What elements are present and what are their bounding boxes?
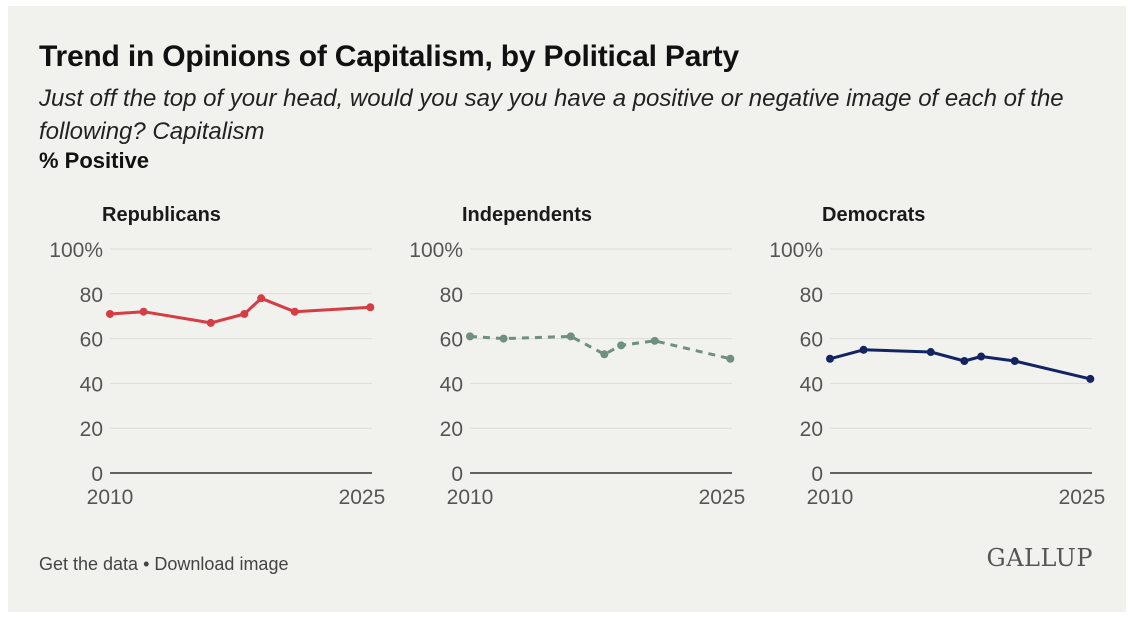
data-point[interactable] <box>1010 357 1019 365</box>
series-line <box>829 348 1091 381</box>
y-tick-label: 80 <box>80 284 103 307</box>
chart-panel-title: Republicans <box>102 204 221 226</box>
x-tick-label: 2025 <box>1059 486 1106 509</box>
data-point[interactable] <box>826 354 834 363</box>
data-point[interactable] <box>106 309 114 318</box>
data-point[interactable] <box>650 336 659 345</box>
x-tick-label: 2010 <box>87 486 134 509</box>
data-point[interactable] <box>977 352 986 361</box>
data-point[interactable] <box>617 341 626 350</box>
data-point[interactable] <box>499 334 508 343</box>
chart-panel-title: Independents <box>462 204 592 226</box>
chart-card: Trend in Opinions of Capitalism, by Poli… <box>8 6 1126 612</box>
data-point[interactable] <box>926 348 935 357</box>
measure-label: % Positive <box>39 148 150 173</box>
x-tick-label: 2025 <box>699 486 746 509</box>
gallup-logo: GALLUP <box>986 544 1093 572</box>
y-tick-label: 60 <box>800 329 823 352</box>
data-point[interactable] <box>960 357 969 365</box>
data-point[interactable] <box>726 354 735 363</box>
data-point[interactable] <box>257 294 266 303</box>
get-data-link[interactable]: Get the data <box>39 554 139 574</box>
data-point[interactable] <box>290 307 299 316</box>
data-point[interactable] <box>139 307 148 316</box>
data-point[interactable] <box>859 345 868 354</box>
y-tick-label: 40 <box>80 373 103 396</box>
data-point[interactable] <box>566 332 575 341</box>
data-point[interactable] <box>240 309 249 318</box>
data-point[interactable] <box>466 332 474 341</box>
data-point[interactable] <box>206 318 215 327</box>
chart-panel-title: Democrats <box>822 204 925 226</box>
page-title: Trend in Opinions of Capitalism, by Poli… <box>39 40 739 73</box>
y-tick-label: 20 <box>800 418 823 441</box>
y-tick-label: 60 <box>440 329 463 352</box>
data-point[interactable] <box>366 303 375 312</box>
data-point[interactable] <box>600 350 609 359</box>
y-tick-label: 0 <box>811 463 823 486</box>
y-tick-label: 40 <box>800 373 823 396</box>
chart-footer: Get the data • Download image <box>39 554 288 575</box>
y-tick-label: 80 <box>800 284 823 307</box>
series-line <box>469 334 731 361</box>
y-tick-label: 0 <box>91 463 103 486</box>
series-line <box>109 296 371 325</box>
x-tick-label: 2010 <box>447 486 494 509</box>
data-point[interactable] <box>1086 374 1095 383</box>
footer-separator: • <box>138 554 155 574</box>
y-tick-label: 40 <box>440 373 463 396</box>
x-tick-label: 2010 <box>807 486 854 509</box>
y-tick-label: 100% <box>49 239 103 262</box>
download-image-link[interactable]: Download image <box>154 554 289 574</box>
y-tick-label: 60 <box>80 329 103 352</box>
x-tick-label: 2025 <box>339 486 386 509</box>
y-tick-label: 100% <box>769 239 823 262</box>
y-tick-label: 0 <box>451 463 463 486</box>
chart-subtitle: Just off the top of your head, would you… <box>39 85 1064 145</box>
y-tick-label: 80 <box>440 284 463 307</box>
y-tick-label: 20 <box>80 418 103 441</box>
y-tick-label: 20 <box>440 418 463 441</box>
y-tick-label: 100% <box>409 239 463 262</box>
